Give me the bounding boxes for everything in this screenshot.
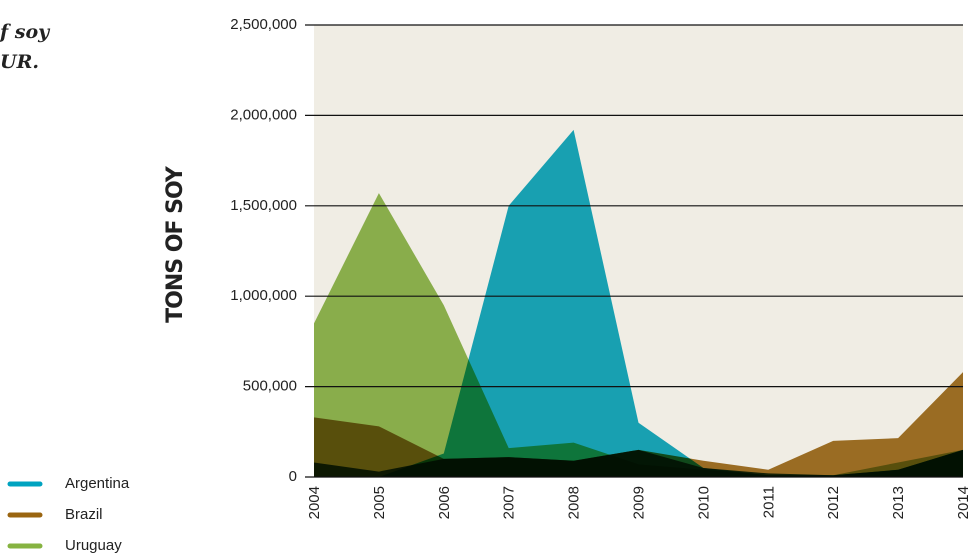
y-tick-label: 0 xyxy=(289,468,297,485)
y-tick-label: 1,000,000 xyxy=(230,287,297,304)
legend-label: Argentina xyxy=(65,475,130,492)
x-tick-label: 2011 xyxy=(760,486,777,518)
title-line: UR. xyxy=(0,51,39,73)
legend-label: Brazil xyxy=(65,506,103,523)
legend-label: Uruguay xyxy=(65,537,122,554)
x-tick-label: 2010 xyxy=(695,486,712,519)
x-tick-label: 2009 xyxy=(631,486,648,519)
x-tick-label: 2006 xyxy=(436,486,453,519)
y-tick-label: 500,000 xyxy=(243,378,297,395)
x-tick-label: 2004 xyxy=(306,486,323,519)
x-tick-label: 2013 xyxy=(890,486,907,519)
x-tick-label: 2014 xyxy=(955,486,972,519)
x-tick-label: 2012 xyxy=(825,486,842,519)
area xyxy=(314,129,963,477)
y-tick-label: 2,000,000 xyxy=(230,106,297,123)
y-axis-label: TONS OF SOY xyxy=(163,165,188,323)
area xyxy=(314,449,963,477)
x-tick-label: 2005 xyxy=(371,486,388,519)
x-tick-label: 2007 xyxy=(501,486,518,519)
title-line: f soy xyxy=(0,21,51,43)
x-tick-label: 2008 xyxy=(566,486,583,519)
y-tick-label: 1,500,000 xyxy=(230,197,297,214)
y-tick-label: 2,500,000 xyxy=(230,16,297,33)
